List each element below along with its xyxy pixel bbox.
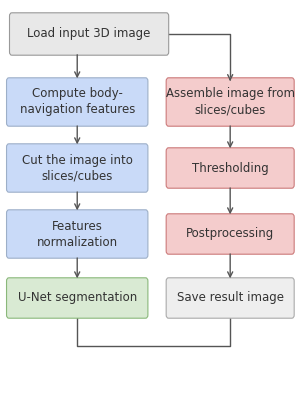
Text: Features
normalization: Features normalization bbox=[37, 220, 118, 248]
FancyBboxPatch shape bbox=[166, 148, 294, 188]
FancyBboxPatch shape bbox=[166, 214, 294, 254]
FancyBboxPatch shape bbox=[7, 278, 148, 318]
Text: Thresholding: Thresholding bbox=[192, 162, 268, 174]
FancyBboxPatch shape bbox=[7, 210, 148, 258]
Text: Assemble image from
slices/cubes: Assemble image from slices/cubes bbox=[166, 88, 295, 116]
Text: Load input 3D image: Load input 3D image bbox=[27, 28, 151, 40]
FancyBboxPatch shape bbox=[7, 144, 148, 192]
FancyBboxPatch shape bbox=[166, 78, 294, 126]
Text: Save result image: Save result image bbox=[177, 292, 284, 304]
Text: Postprocessing: Postprocessing bbox=[186, 228, 274, 240]
Text: U-Net segmentation: U-Net segmentation bbox=[18, 292, 137, 304]
Text: Compute body-
navigation features: Compute body- navigation features bbox=[20, 88, 135, 116]
Text: Cut the image into
slices/cubes: Cut the image into slices/cubes bbox=[22, 154, 133, 182]
FancyBboxPatch shape bbox=[7, 78, 148, 126]
FancyBboxPatch shape bbox=[10, 13, 169, 55]
FancyBboxPatch shape bbox=[166, 278, 294, 318]
